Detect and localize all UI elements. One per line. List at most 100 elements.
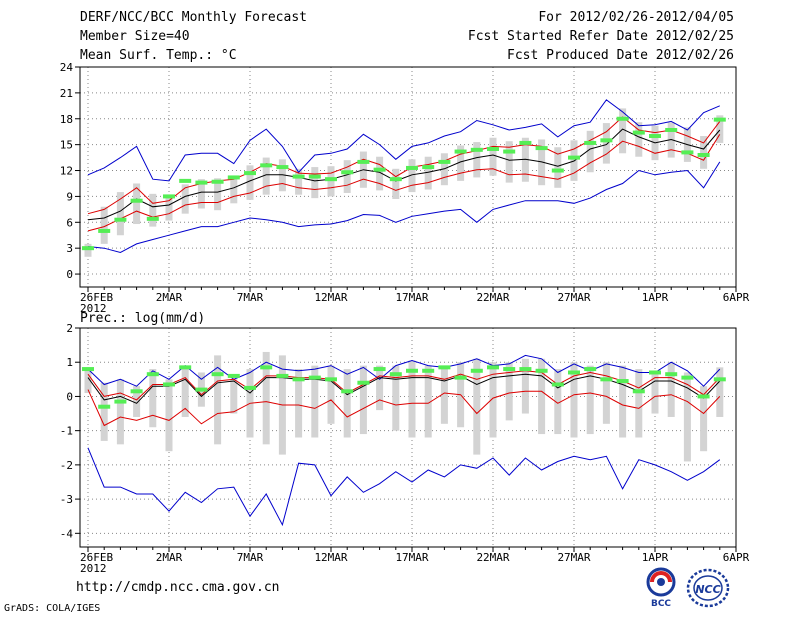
prec-spread-box: [295, 369, 303, 438]
prec-spread-box: [473, 358, 481, 455]
temp-spread-box: [133, 183, 141, 225]
prec-spread-box: [408, 360, 416, 438]
prec-obs-marker: [487, 365, 499, 370]
prec-year-label: 2012: [80, 562, 107, 575]
prec-spread-box: [327, 365, 335, 424]
temp-obs-marker: [632, 130, 645, 135]
prec-xtick-label: 27MAR: [557, 551, 590, 564]
prec-spread-box: [570, 362, 578, 438]
prec-ytick-label: -1: [60, 425, 73, 438]
prec-xtick-label: 6APR: [723, 551, 750, 564]
prec-obs-marker: [519, 367, 532, 372]
temp-obs-marker: [163, 194, 175, 199]
temp-xtick-label: 2MAR: [156, 291, 183, 304]
temp-spread-box: [246, 165, 254, 200]
temp-spread-box: [619, 108, 627, 154]
temp-obs-marker: [487, 146, 499, 151]
temp-spread-box: [343, 160, 351, 193]
prec-obs-marker: [535, 368, 548, 373]
temp-spread-box: [262, 157, 270, 195]
prec-obs-marker: [697, 394, 710, 399]
temp-spread-box: [116, 192, 124, 236]
temp-ytick-label: 18: [60, 113, 73, 126]
prec-obs-marker: [276, 373, 289, 378]
prec-upper-line: [87, 370, 721, 401]
temp-ytick-label: 21: [60, 87, 73, 100]
prec-obs-marker: [373, 367, 386, 372]
prec-obs-marker: [357, 380, 370, 385]
temp-obs-marker: [438, 159, 451, 164]
prec-obs-marker: [292, 377, 305, 382]
temp-obs-marker: [551, 168, 564, 173]
temp-spread-box: [230, 175, 238, 204]
prec-obs-marker: [632, 389, 645, 394]
prec-ytick-label: -4: [60, 527, 74, 540]
temp-spread-box: [181, 184, 189, 214]
temp-obs-marker: [146, 216, 159, 221]
prec-obs-marker: [422, 368, 435, 373]
temp-ytick-label: 0: [66, 268, 73, 281]
temp-year-label: 2012: [80, 302, 107, 315]
temp-obs-marker: [600, 138, 613, 143]
temp-spread-box: [602, 123, 610, 164]
prec-xtick-label: 26FEB: [80, 551, 113, 564]
temp-obs-marker: [503, 149, 516, 154]
temp-xtick-label: 26FEB: [80, 291, 113, 304]
prec-xtick-label: 12MAR: [314, 551, 347, 564]
prec-xtick-label: 1APR: [642, 551, 669, 564]
header-right: For 2012/02/26-2012/04/05 Fcst Started R…: [468, 8, 734, 65]
prec-obs-marker: [244, 385, 256, 390]
prec-obs-marker: [325, 377, 337, 382]
ncc-logo-text: NCC: [695, 583, 720, 596]
temp-ytick-label: 12: [60, 165, 73, 178]
temp-xtick-label: 17MAR: [395, 291, 428, 304]
prec-spread-box: [554, 369, 562, 435]
prec-obs-marker: [616, 379, 629, 384]
temp-lower-line: [87, 134, 721, 232]
prec-obs-marker: [82, 367, 94, 372]
temp-obs-marker: [616, 116, 629, 121]
temp-obs-marker: [665, 127, 678, 132]
temp-obs-marker: [519, 140, 532, 145]
prec-spread-box: [181, 365, 189, 417]
prec-mean-line: [87, 373, 721, 404]
temp-obs-marker: [325, 177, 337, 182]
temp-xtick-label: 1APR: [642, 291, 669, 304]
temp-obs-marker: [244, 171, 256, 176]
temp-spread-box: [554, 147, 562, 188]
temp-spread-box: [392, 168, 400, 199]
variable-label: Mean Surf. Temp.: °C: [80, 48, 237, 63]
prec-obs-marker: [341, 389, 354, 394]
temp-xtick-label: 27MAR: [557, 291, 590, 304]
prec-obs-marker: [470, 368, 483, 373]
temp-spread-box: [586, 130, 594, 173]
prec-obs-marker: [179, 365, 192, 370]
prec-spread-box: [716, 367, 724, 417]
prec-ytick-label: -3: [60, 493, 73, 506]
temp-obs-marker: [373, 167, 386, 172]
prec-obs-marker: [406, 368, 418, 373]
temp-obs-marker: [292, 174, 305, 179]
prec-spread-box: [359, 365, 367, 435]
prec-obs-marker: [98, 404, 111, 409]
temp-spread-box: [505, 141, 513, 183]
temp-obs-marker: [568, 155, 580, 160]
temp-ytick-label: 6: [66, 216, 73, 229]
prec-spread-box: [311, 365, 319, 438]
prec-obs-marker: [195, 387, 208, 392]
prec-obs-marker: [681, 375, 694, 380]
prec-obs-marker: [568, 370, 580, 375]
chart-title: DERF/NCC/BCC Monthly Forecast: [80, 10, 307, 25]
temp-obs-marker: [260, 163, 273, 168]
prec-spread-box: [262, 351, 270, 445]
prec-xtick-label: 22MAR: [476, 551, 509, 564]
prec-xtick-label: 2MAR: [156, 551, 183, 564]
source-url[interactable]: http://cmdp.ncc.cma.gov.cn: [76, 580, 280, 595]
temp-obs-marker: [713, 117, 726, 122]
prec-lower-line: [87, 389, 721, 427]
temp-obs-marker: [227, 175, 240, 180]
temp-spread-box: [424, 156, 432, 190]
prec-spread-box: [392, 365, 400, 431]
prec-spread-box: [538, 358, 546, 435]
prec-spread-box: [651, 372, 659, 414]
